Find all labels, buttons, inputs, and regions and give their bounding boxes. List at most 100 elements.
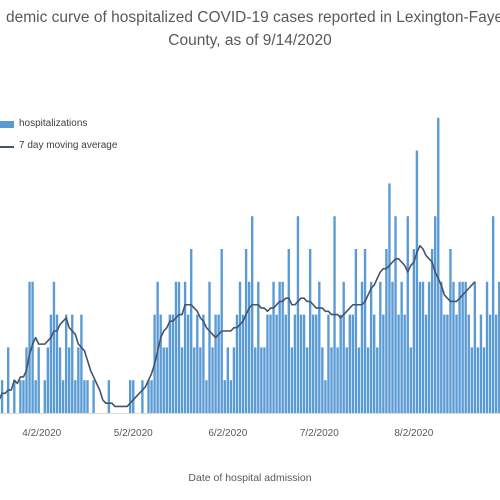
bar [470,347,473,413]
bar [357,347,361,413]
bar [61,380,65,413]
bar [315,314,318,413]
bar [71,314,74,413]
bar [464,281,467,413]
bar [269,314,272,413]
bar [83,380,86,413]
bar [238,281,242,413]
bar [376,347,379,413]
bar [208,281,211,413]
bar [37,347,40,413]
bar [141,380,144,413]
x-tick-label: 8/2/2020 [394,428,433,439]
bar [308,249,312,413]
bar [74,380,77,413]
bar [263,347,266,413]
bar [296,216,300,413]
bar [403,314,406,413]
bar [293,314,297,413]
bar [34,380,37,413]
bar [28,281,31,413]
x-tick-label: 5/2/2020 [114,428,153,439]
bar [168,314,172,413]
bar [147,380,150,413]
bar [43,380,46,413]
bar [373,314,376,413]
bar [476,347,480,413]
bar-series [0,117,500,414]
bar [394,216,397,413]
bar [247,281,251,413]
bar [55,314,59,413]
bar [284,314,287,413]
bar [415,150,419,413]
bar [290,347,294,413]
bar [336,347,339,413]
bar [25,347,28,413]
bar [229,380,233,413]
bar [412,249,416,413]
bar [455,314,458,413]
legend-label-hospitalizations: hospitalizations [19,118,88,129]
bar [360,281,364,413]
bar [305,347,309,413]
bar [162,347,165,413]
bar [400,281,403,413]
bar [272,281,275,413]
bar [214,314,217,413]
bar [498,281,500,413]
bar [437,117,440,414]
bar [13,380,16,413]
bar [275,314,278,413]
bar [473,281,477,413]
bar [80,314,83,413]
bar [235,314,239,413]
bar [58,347,62,413]
bar [339,314,342,413]
bar [363,249,367,413]
bar [446,314,449,413]
bar [86,380,89,413]
bar [278,281,281,413]
bar [177,281,181,413]
bar [186,314,190,413]
bar [345,347,348,413]
bar [196,314,199,413]
bar [443,314,446,413]
legend-swatch-bar [0,121,14,128]
bar [193,347,196,413]
bar [46,347,50,413]
bar [260,347,263,413]
bar [244,249,248,413]
bar [165,347,168,413]
bar [217,314,220,413]
bar [434,216,437,413]
bar [379,281,382,413]
bar [427,281,431,413]
bar [461,281,464,413]
moving-average-line [0,244,476,408]
bar [430,249,434,413]
bar [68,347,71,413]
x-tick-label: 4/2/2020 [22,428,61,439]
bar [485,281,489,413]
bar [232,347,236,413]
bar [324,380,327,413]
bar [202,314,205,413]
bar [31,281,34,413]
bar [397,314,400,413]
bar [64,314,68,413]
bar [183,281,187,413]
bar [150,380,153,413]
bar [406,216,409,413]
bar [251,216,254,413]
bar [22,380,25,413]
bar [266,314,269,413]
bar [299,314,303,413]
legend-swatch-line [0,146,14,148]
bar [467,314,470,413]
bar [180,347,184,413]
bar [418,281,422,413]
chart-title: demic curve of hospitalized COVID-19 cas… [0,6,500,52]
